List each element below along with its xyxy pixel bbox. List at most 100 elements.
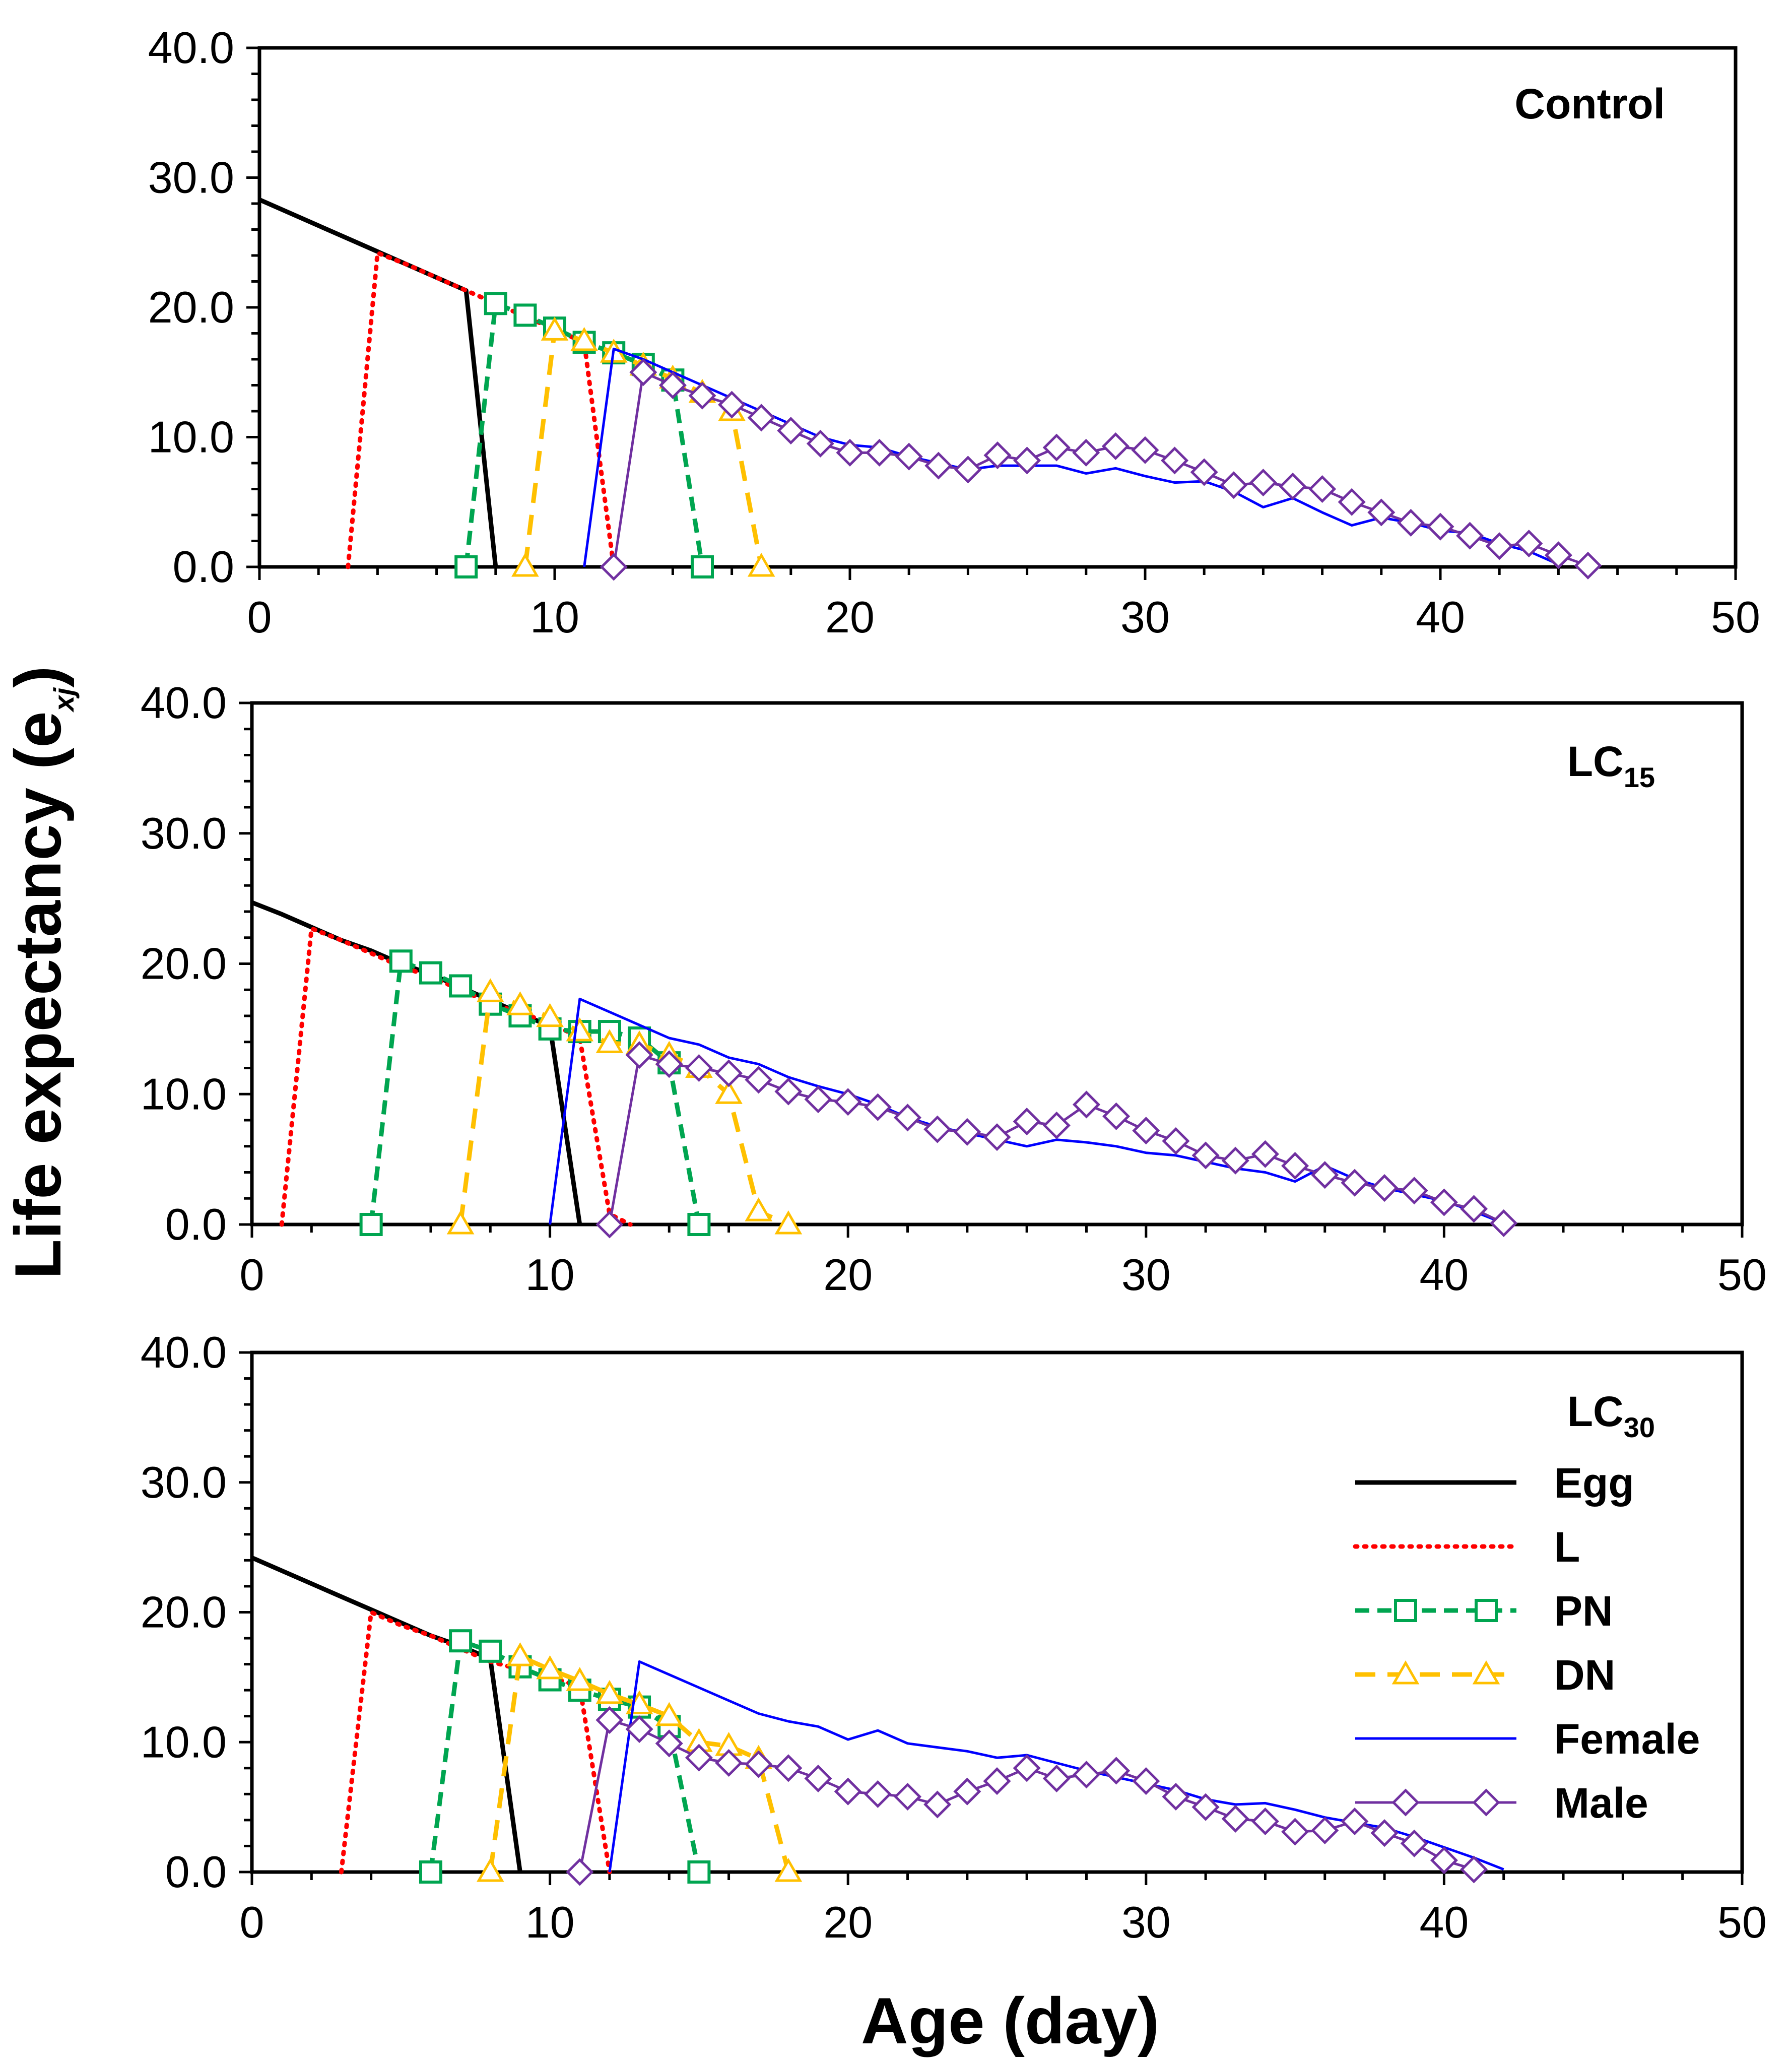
data-point-male xyxy=(923,1790,952,1819)
x-tick-label: 0 xyxy=(240,1250,264,1300)
data-point-male xyxy=(1430,1846,1458,1875)
data-point-deutonymph xyxy=(595,1680,624,1704)
data-point-male xyxy=(1220,471,1248,499)
y-tick-label: 10.0 xyxy=(141,1717,227,1767)
y-tick-label: 10.0 xyxy=(141,1069,227,1119)
y-tick-label: 30.0 xyxy=(141,1457,227,1507)
data-point-deutonymph xyxy=(506,991,534,1015)
data-point-male xyxy=(1072,438,1100,467)
data-point-male xyxy=(1515,530,1543,558)
data-point-male xyxy=(983,1123,1011,1151)
data-point-male xyxy=(864,1780,892,1808)
data-point-male xyxy=(1162,1782,1190,1811)
data-point-male xyxy=(983,1767,1011,1795)
data-point-male xyxy=(836,438,864,467)
x-tick-label: 50 xyxy=(1717,1250,1767,1300)
data-point-deutonymph xyxy=(511,552,539,577)
x-tick-label: 30 xyxy=(1121,1897,1171,1947)
data-point-male xyxy=(1456,522,1484,550)
x-tick-label: 10 xyxy=(530,592,579,642)
legend-label-female: Female xyxy=(1554,1715,1700,1763)
data-point-protonymph xyxy=(419,1860,442,1884)
data-point-male xyxy=(1251,1807,1279,1836)
series-line-female xyxy=(583,347,1559,567)
series-line-egg xyxy=(251,1556,522,1873)
x-tick-label: 0 xyxy=(240,1897,264,1947)
data-point-male xyxy=(595,1706,624,1734)
data-point-male xyxy=(1102,1102,1131,1130)
x-tick-label: 30 xyxy=(1121,1250,1171,1300)
data-point-male xyxy=(1370,1819,1399,1847)
legend-entry-egg: Egg xyxy=(1355,1459,1634,1507)
chart-panel-3: 0.010.020.030.040.00 10 20 30 40 50LC30EggLPN… xyxy=(141,1327,1767,1947)
legend-label-larva: L xyxy=(1554,1523,1580,1571)
data-point-male xyxy=(1308,475,1337,503)
data-point-protonymph xyxy=(389,949,413,973)
data-point-male xyxy=(1191,1141,1220,1170)
data-point-protonymph xyxy=(359,1213,383,1236)
data-point-deutonymph xyxy=(566,1667,594,1691)
data-point-male xyxy=(924,452,953,480)
x-tick-label: 20 xyxy=(823,1897,873,1947)
data-point-male xyxy=(747,404,775,432)
data-point-protonymph xyxy=(449,974,473,998)
data-point-male xyxy=(1221,1804,1249,1833)
data-point-male xyxy=(1460,1855,1488,1884)
y-axis-title-text: Life expectancy xyxy=(1,788,75,1279)
data-point-male xyxy=(1397,508,1425,537)
data-point-male xyxy=(745,1750,773,1778)
data-point-protonymph xyxy=(479,1639,502,1663)
x-axis-title: Age (day) xyxy=(861,1984,1159,2057)
data-point-male xyxy=(1013,446,1041,475)
data-point-male xyxy=(1042,433,1071,462)
data-point-male xyxy=(1102,1757,1131,1785)
data-point-male xyxy=(1338,488,1366,516)
data-point-deutonymph xyxy=(774,1857,803,1882)
data-point-male xyxy=(804,1764,832,1792)
data-point-deutonymph xyxy=(570,327,598,351)
y-tick-label: 40.0 xyxy=(141,678,227,728)
data-point-male xyxy=(893,1104,922,1132)
data-point-male xyxy=(1400,1829,1428,1857)
legend-marker-male xyxy=(1391,1788,1420,1817)
x-tick-label: 10 xyxy=(525,1897,575,1947)
y-tick-label: 40.0 xyxy=(148,23,234,73)
data-point-deutonymph xyxy=(506,1642,534,1666)
data-point-male xyxy=(1279,472,1307,500)
data-point-deutonymph xyxy=(536,1003,564,1027)
chart-panels: 0.010.020.030.040.00 10 20 30 40 50Control0.0… xyxy=(141,23,1767,1947)
data-point-male xyxy=(1311,1161,1339,1189)
data-point-male xyxy=(777,417,805,445)
data-point-deutonymph xyxy=(536,1655,564,1680)
data-point-male xyxy=(834,1088,862,1116)
legend: Egg L PN DN Female Male xyxy=(1353,1459,1700,1827)
data-point-male xyxy=(1161,446,1189,475)
panel-title-main: Control xyxy=(1514,80,1665,127)
data-point-male xyxy=(715,1059,743,1087)
data-point-male xyxy=(685,1054,713,1082)
y-tick-label: 10.0 xyxy=(148,412,234,462)
legend-label-deutonymph: DN xyxy=(1554,1651,1615,1699)
data-point-male xyxy=(1460,1195,1488,1223)
panel-title-subscript: 30 xyxy=(1624,1411,1655,1443)
y-axis-title: Life expectancy(exj) xyxy=(1,666,80,1279)
data-point-male xyxy=(625,1041,653,1069)
data-point-male xyxy=(983,441,1012,470)
data-point-protonymph xyxy=(687,1213,711,1236)
legend-marker-deutonymph xyxy=(1472,1660,1500,1685)
data-point-male xyxy=(804,1085,832,1114)
data-point-male xyxy=(893,1782,922,1811)
data-point-male xyxy=(1281,1152,1309,1180)
legend-entry-protonymph: PN xyxy=(1355,1587,1613,1635)
series-line-protonymph xyxy=(428,1638,701,1873)
chart-panel-2: 0.0 10.0 20.0 30.0 40.0 0 10 20 30 40 50 LC15 xyxy=(141,678,1767,1300)
chart-panel-1: 0.0 10.0 20.0 30.0 40.0 0 10 20 30 40 50 Control xyxy=(148,23,1760,642)
data-point-male xyxy=(1574,551,1602,579)
x-tick-label: 40 xyxy=(1419,1250,1469,1300)
panel-title: LC30 xyxy=(1567,1388,1655,1443)
legend-label-male: Male xyxy=(1554,1779,1648,1827)
data-point-male xyxy=(1341,1807,1369,1836)
data-point-male xyxy=(1367,498,1396,527)
panel-title: Control xyxy=(1514,80,1665,127)
